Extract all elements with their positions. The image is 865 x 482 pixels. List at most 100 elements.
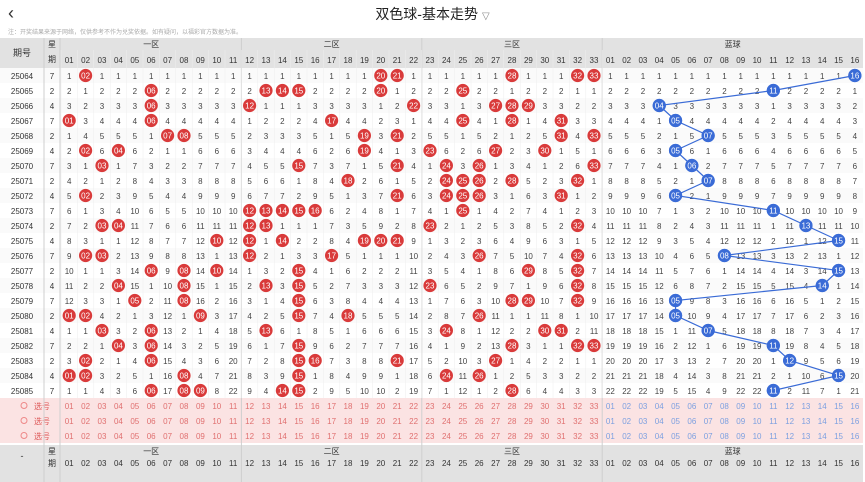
omit-count: 1 [264, 72, 269, 81]
blue-ball [766, 83, 780, 98]
omit-count: 3 [395, 117, 400, 126]
select-label[interactable]: 选号 [34, 416, 50, 426]
omit-count: 1 [592, 357, 597, 366]
blue-omit-count: 7 [771, 192, 776, 201]
red-ball-number: 30 [540, 147, 549, 156]
period-cell: 25069 [11, 147, 34, 156]
red-ball-number: 14 [278, 387, 287, 396]
period-header[interactable]: 期号 [13, 48, 31, 58]
back-arrow-icon[interactable]: ‹ [8, 3, 14, 23]
blue-omit-count: 11 [834, 222, 843, 231]
week-cell: 7 [50, 72, 55, 81]
select-blue-number: 03 [638, 402, 647, 411]
omit-count: 1 [510, 357, 515, 366]
omit-count: 4 [133, 117, 138, 126]
footer-red-col: 12 [245, 459, 254, 468]
select-red-number: 26 [475, 402, 484, 411]
omit-count: 3 [444, 102, 449, 111]
omit-count: 4 [444, 252, 449, 261]
select-red-number: 17 [327, 417, 336, 426]
blue-ball [799, 218, 813, 233]
blue-omit-count: 14 [655, 312, 664, 321]
red-ball-number: 15 [294, 312, 303, 321]
select-blue-number: 12 [785, 402, 794, 411]
omit-count: 1 [559, 147, 564, 156]
red-ball [554, 323, 568, 338]
blue-ball-number: 11 [769, 342, 778, 351]
omit-count: 7 [313, 162, 318, 171]
blue-omit-count: 12 [622, 237, 631, 246]
omit-count: 5 [346, 387, 351, 396]
omit-count: 3 [100, 207, 105, 216]
omit-count: 4 [215, 327, 220, 336]
select-label[interactable]: 选号 [34, 431, 50, 441]
blue-omit-count: 1 [624, 72, 629, 81]
blue-omit-count: 1 [836, 282, 841, 291]
select-radio-icon[interactable] [20, 402, 28, 409]
row-bg [0, 368, 863, 383]
red-col-header: 14 [278, 56, 287, 65]
blue-omit-count: 5 [771, 162, 776, 171]
select-radio-icon[interactable] [20, 417, 28, 424]
omit-count: 6 [67, 207, 72, 216]
red-ball-number: 26 [475, 177, 484, 186]
red-ball-number: 28 [508, 387, 517, 396]
blue-omit-count: 18 [753, 327, 762, 336]
select-label[interactable]: 选号 [34, 401, 50, 411]
select-blue-number: 04 [655, 402, 664, 411]
omit-count: 8 [198, 177, 203, 186]
red-ball-number: 16 [311, 207, 320, 216]
omit-count: 2 [592, 102, 597, 111]
omit-count: 6 [379, 327, 384, 336]
omit-count: 11 [163, 297, 172, 306]
blue-omit-count: 12 [753, 237, 762, 246]
red-ball-number: 15 [294, 207, 303, 216]
red-ball [111, 143, 125, 158]
blue-omit-count: 15 [753, 282, 762, 291]
select-red-number: 18 [344, 417, 353, 426]
omit-count: 7 [428, 387, 433, 396]
period-cell: 25079 [11, 297, 34, 306]
red-ball-number: 27 [491, 147, 500, 156]
blue-omit-count: 3 [836, 102, 841, 111]
blue-omit-count: 12 [655, 282, 664, 291]
blue-omit-count: 10 [687, 312, 696, 321]
red-ball-number: 06 [147, 387, 156, 396]
omit-count: 4 [182, 192, 187, 201]
blue-omit-count: 3 [787, 102, 792, 111]
blue-omit-count: 1 [706, 192, 711, 201]
select-red-number: 06 [147, 432, 156, 441]
select-red-number: 21 [393, 432, 402, 441]
page-title[interactable]: 双色球-基本走势 ▽ [0, 4, 865, 24]
red-ball [144, 383, 158, 398]
red-col-header: 02 [81, 56, 90, 65]
omit-count: 9 [592, 297, 597, 306]
select-blue-number: 02 [622, 417, 631, 426]
blue-omit-count: 7 [771, 312, 776, 321]
blue-omit-count: 2 [820, 312, 825, 321]
omit-count: 5 [264, 162, 269, 171]
blue-col-header: 14 [818, 56, 827, 65]
blue-omit-count: 8 [820, 177, 825, 186]
select-red-number: 18 [344, 402, 353, 411]
omit-count: 13 [163, 327, 172, 336]
red-ball [571, 218, 585, 233]
red-ball [243, 203, 257, 218]
select-radio-icon[interactable] [20, 432, 28, 439]
header-bg [0, 38, 863, 68]
omit-count: 3 [264, 267, 269, 276]
red-ball [538, 143, 552, 158]
blue-omit-count: 5 [641, 132, 646, 141]
omit-count: 2 [198, 87, 203, 96]
omit-count: 2 [247, 282, 252, 291]
omit-count: 3 [362, 102, 367, 111]
select-red-number: 23 [426, 417, 435, 426]
red-ball-number: 15 [294, 357, 303, 366]
red-ball [177, 368, 191, 383]
week-cell: 4 [50, 372, 55, 381]
red-ball-number: 03 [98, 252, 107, 261]
omit-count: 7 [395, 342, 400, 351]
week-cell: 7 [50, 117, 55, 126]
omit-count: 3 [67, 357, 72, 366]
blue-omit-count: 19 [753, 342, 762, 351]
